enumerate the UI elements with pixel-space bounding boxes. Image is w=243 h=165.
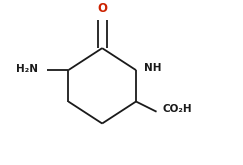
Text: CO₂H: CO₂H [163, 104, 192, 114]
Text: NH: NH [144, 63, 162, 73]
Text: H₂N: H₂N [16, 64, 38, 74]
Text: O: O [97, 2, 107, 15]
